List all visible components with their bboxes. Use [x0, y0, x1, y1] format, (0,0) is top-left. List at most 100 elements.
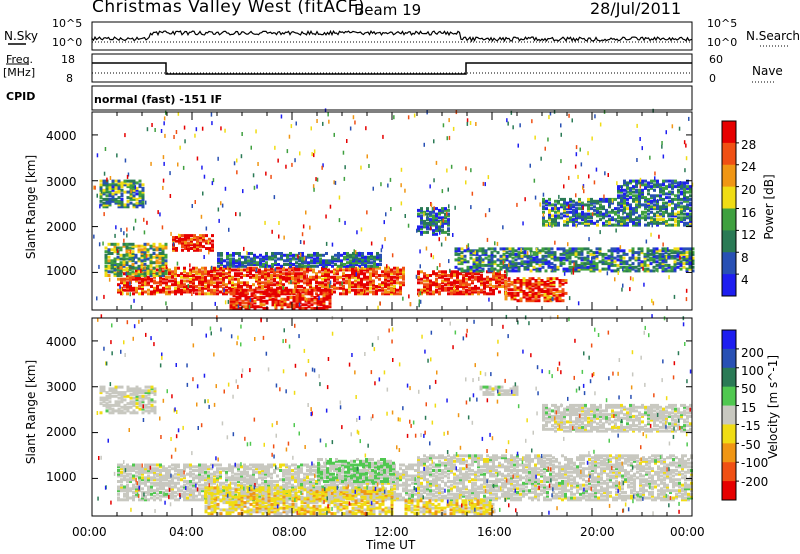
heatmap-cell: [662, 201, 665, 205]
heatmap-cell: [489, 292, 492, 296]
heatmap-cell: [150, 496, 153, 500]
heatmap-cell: [454, 265, 458, 269]
heatmap-cell: [258, 286, 261, 290]
heatmap-cell: [265, 261, 268, 265]
heatmap-cell: [309, 285, 312, 288]
heatmap-cell: [372, 286, 375, 290]
heatmap-cell: [117, 485, 120, 489]
heatmap-cell: [174, 279, 177, 283]
heatmap-cell: [111, 197, 115, 201]
heatmap-cell: [301, 252, 304, 255]
heatmap-cell: [123, 231, 125, 236]
heatmap-cell: [334, 259, 337, 263]
heatmap-cell: [671, 124, 674, 129]
heatmap-cell: [189, 277, 192, 281]
heatmap-cell: [580, 247, 584, 251]
heatmap-cell: [575, 201, 578, 205]
heatmap-cell: [316, 257, 319, 261]
heatmap-cell: [119, 253, 123, 257]
heatmap-cell: [171, 275, 174, 279]
heatmap-cell: [237, 283, 240, 287]
heatmap-cell: [141, 411, 145, 415]
heatmap-cell: [265, 292, 269, 296]
heatmap-cell: [165, 290, 168, 294]
heatmap-cell: [475, 256, 479, 260]
heatmap-cell: [210, 279, 213, 283]
heatmap-cell: [563, 271, 566, 276]
heatmap-cell: [622, 249, 626, 253]
heatmap-cell: [164, 263, 168, 266]
heatmap-cell: [364, 263, 367, 266]
heatmap-cell: [628, 263, 632, 267]
heatmap-cell: [195, 285, 198, 288]
heatmap-cell: [149, 257, 153, 261]
heatmap-cell: [686, 196, 689, 200]
heatmap-cell: [125, 271, 127, 276]
heatmap-cell: [234, 274, 237, 277]
heatmap-cell: [321, 268, 324, 272]
heatmap-cell: [129, 487, 132, 491]
heatmap-cell: [381, 244, 384, 249]
heatmap-cell: [336, 286, 339, 290]
heatmap-cell: [302, 224, 305, 229]
heatmap-cell: [195, 266, 198, 270]
heatmap-cell: [546, 288, 550, 292]
heatmap-cell: [235, 288, 239, 292]
heatmap-cell: [102, 396, 106, 400]
heatmap-cell: [274, 267, 277, 272]
heatmap-cell: [613, 260, 617, 264]
heatmap-cell: [158, 248, 162, 252]
heatmap-cell: [229, 257, 232, 261]
heatmap-cell: [102, 188, 106, 192]
heatmap-cell: [592, 251, 596, 255]
heatmap-cell: [462, 286, 465, 290]
heatmap-cell: [325, 292, 329, 296]
heatmap-cell: [325, 261, 328, 265]
heatmap-cell: [283, 290, 287, 294]
heatmap-cell: [505, 251, 509, 255]
heatmap-cell: [480, 274, 483, 277]
heatmap-cell: [274, 303, 276, 308]
heatmap-cell: [446, 168, 448, 173]
heatmap-cell: [201, 463, 204, 467]
heatmap-cell: [301, 296, 305, 299]
heatmap-cell: [307, 263, 310, 266]
heatmap-cell: [144, 281, 146, 286]
heatmap-cell: [117, 469, 120, 472]
heatmap-cell: [379, 259, 382, 263]
heatmap-cell: [228, 463, 231, 467]
heatmap-cell: [299, 252, 302, 257]
heatmap-cell: [225, 470, 228, 474]
heatmap-cell: [631, 265, 635, 269]
heatmap-cell: [217, 257, 220, 261]
heatmap-cell: [492, 290, 495, 294]
heatmap-cell: [420, 270, 423, 274]
heatmap-cell: [228, 279, 231, 283]
heatmap-cell: [255, 286, 258, 290]
heatmap-cell: [120, 478, 123, 482]
heatmap-cell: [419, 291, 422, 296]
heatmap-cell: [441, 288, 444, 292]
heatmap-cell: [423, 290, 426, 294]
heatmap-cell: [228, 270, 231, 274]
heatmap-cell: [367, 255, 370, 259]
heatmap-cell: [534, 291, 538, 295]
heatmap-cell: [417, 212, 420, 216]
heatmap-cell: [616, 254, 620, 258]
heatmap-cell: [259, 292, 263, 296]
heatmap-cell: [258, 277, 261, 281]
heatmap-cell: [123, 181, 127, 185]
heatmap-cell: [283, 297, 287, 301]
heatmap-cell: [505, 247, 509, 251]
heatmap-cell: [96, 153, 99, 158]
heatmap-cell: [291, 272, 294, 276]
heatmap-cell: [198, 279, 201, 283]
heatmap-cell: [483, 290, 486, 294]
heatmap-cell: [232, 307, 236, 310]
heatmap-cell: [614, 207, 617, 211]
heatmap-cell: [140, 270, 144, 274]
heatmap-cell: [231, 283, 234, 287]
heatmap-cell: [125, 261, 129, 265]
heatmap-cell: [110, 263, 114, 266]
heatmap-cell: [369, 283, 372, 287]
